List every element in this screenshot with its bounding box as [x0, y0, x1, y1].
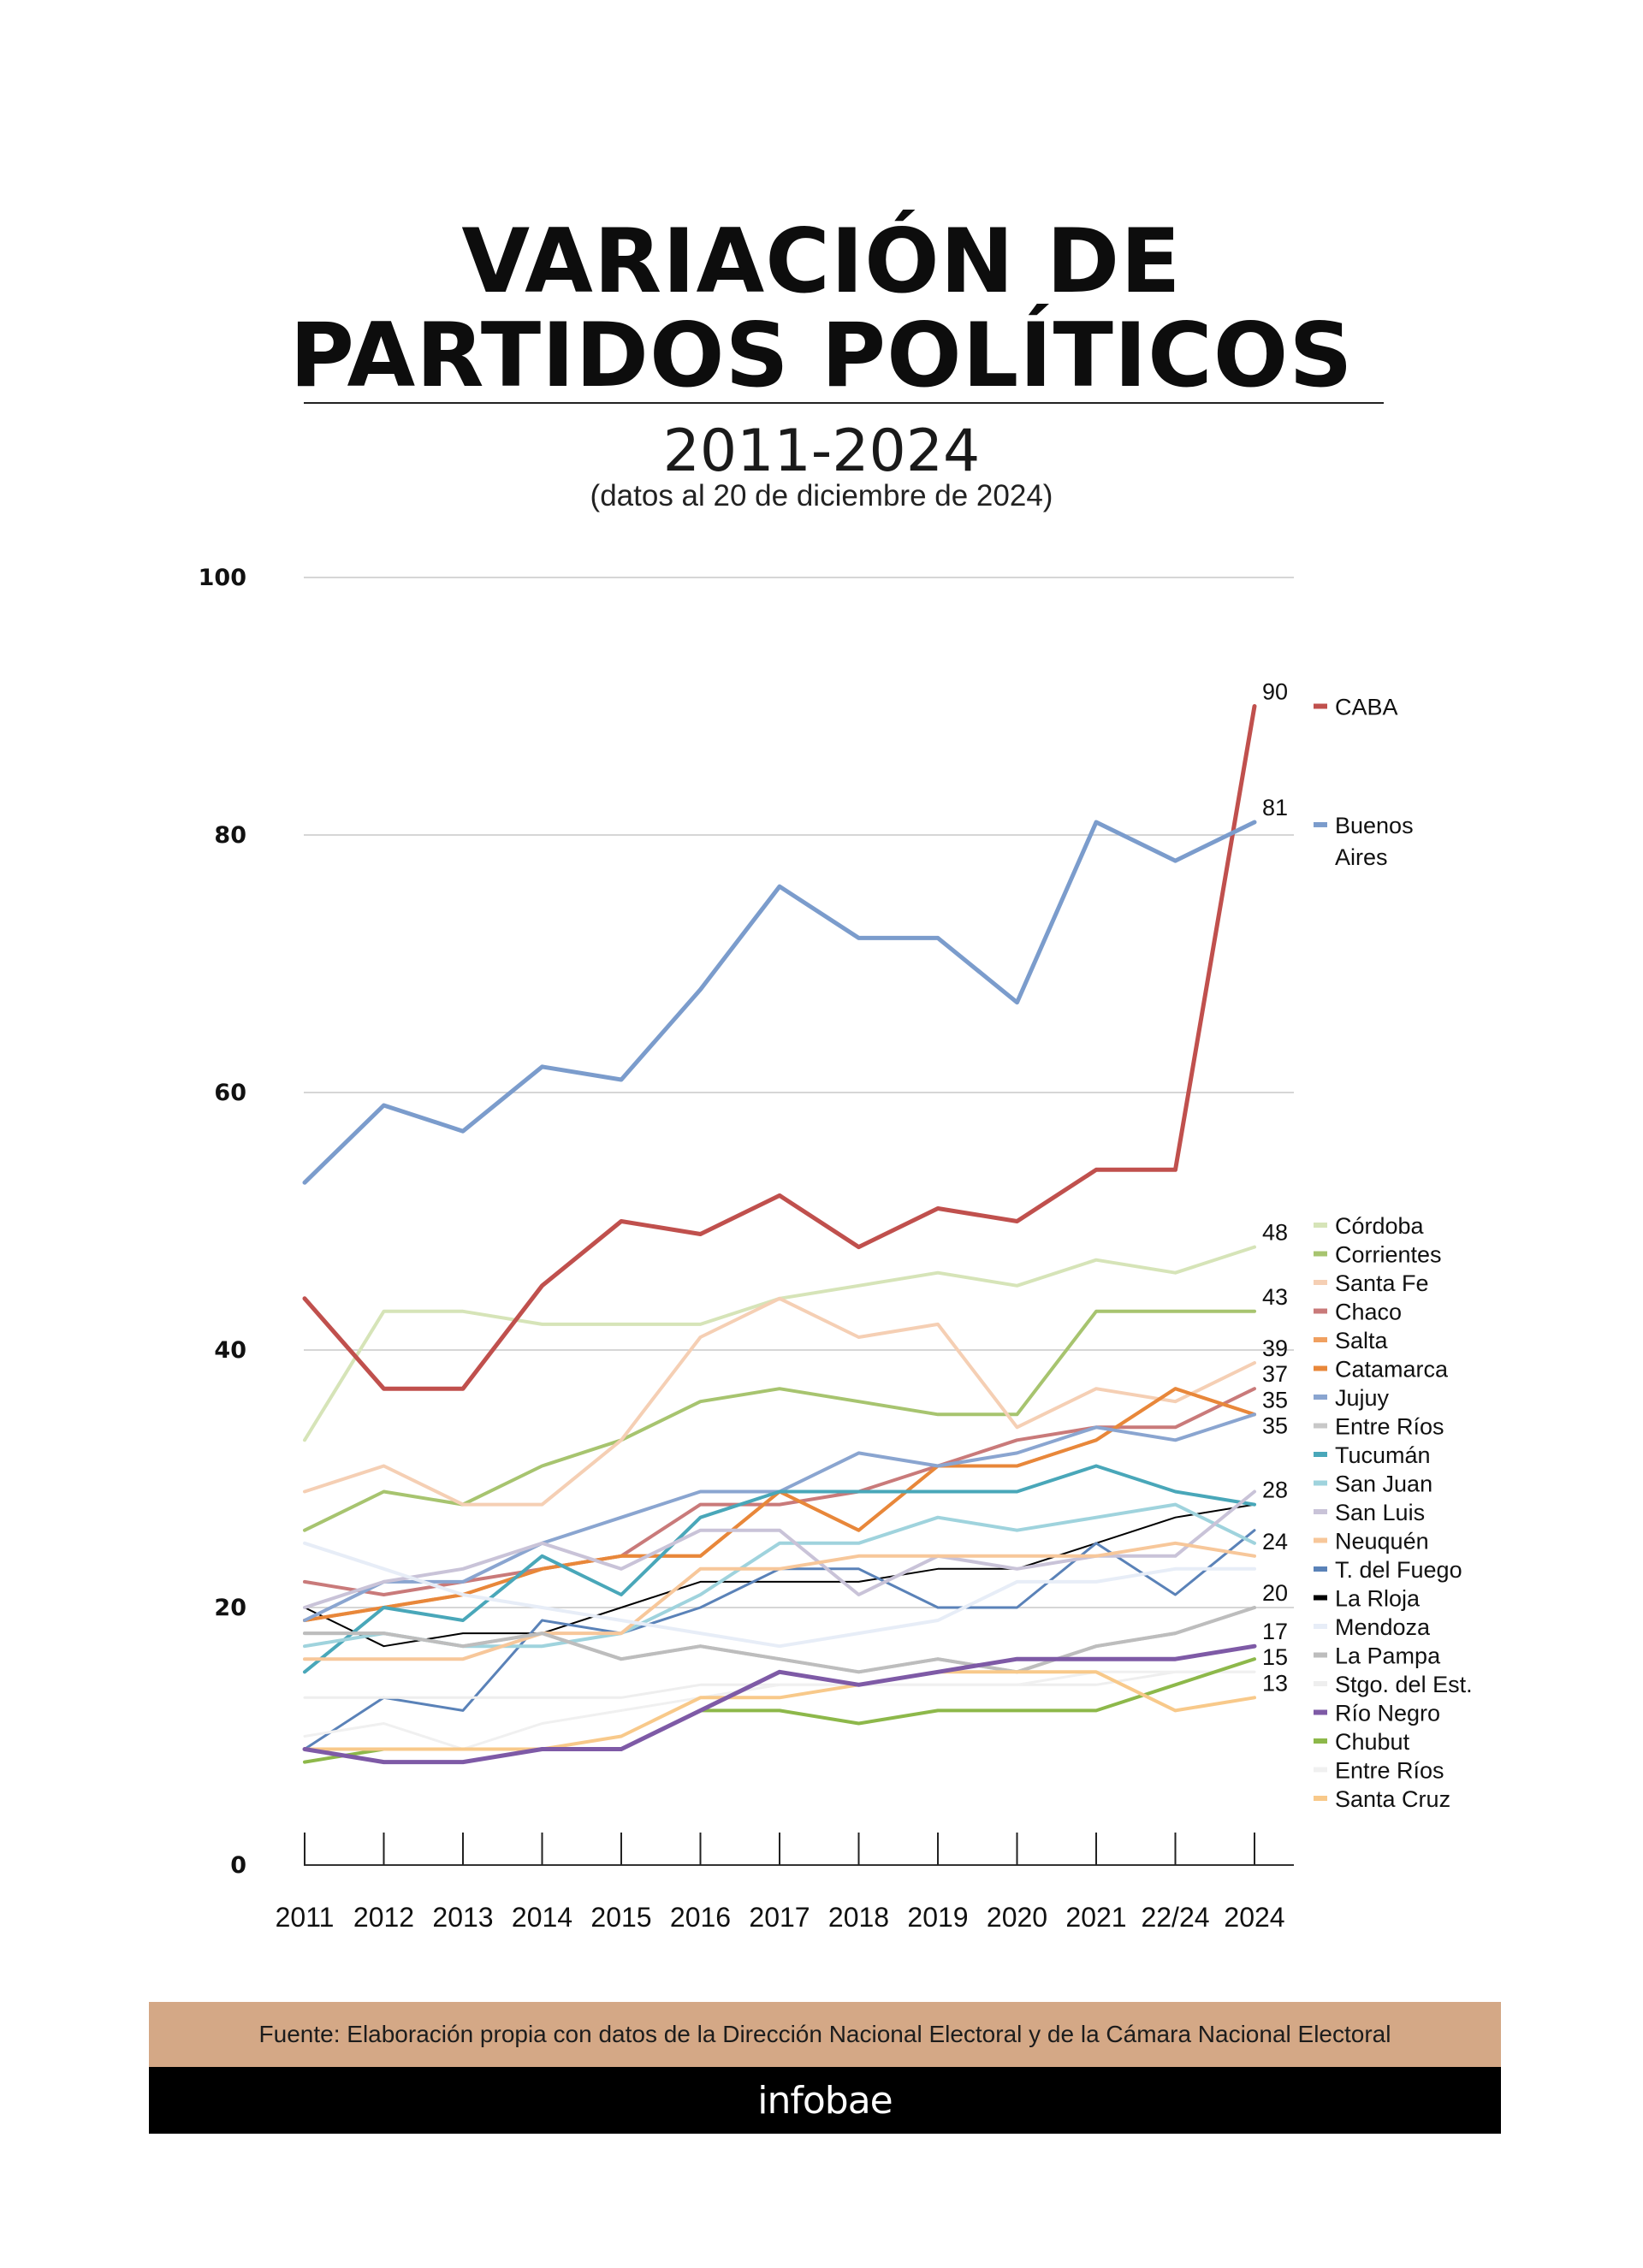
end-value-label: 43	[1262, 1284, 1288, 1310]
y-tick-label: 60	[214, 1080, 246, 1106]
brand-logo: infobae	[757, 2078, 893, 2123]
series-line-cordoba	[303, 1245, 1256, 1442]
legend-label-rio-negro: Río Negro	[1335, 1701, 1440, 1726]
legend-label-la-pampa: La Pampa	[1335, 1643, 1441, 1669]
end-value-label: 39	[1262, 1335, 1288, 1361]
legend-label-chubut: Chubut	[1335, 1729, 1410, 1755]
series-line-t-del-fuego	[303, 1529, 1256, 1750]
x-tick-label: 2014	[512, 1902, 572, 1933]
legend-label-santa-fe: Santa Fe	[1335, 1270, 1429, 1296]
gridlines	[304, 577, 1294, 1866]
series-line-tucuman	[303, 1464, 1256, 1674]
legend-label-san-juan: San Juan	[1335, 1472, 1432, 1497]
end-value-label: 90	[1262, 679, 1288, 705]
legend-label-catamarca: Catamarca	[1335, 1357, 1449, 1383]
end-value-label: 28	[1262, 1477, 1288, 1503]
legend-label-entre-rios: Entre Ríos	[1335, 1758, 1444, 1784]
end-value-label: 20	[1262, 1580, 1288, 1606]
x-tick-label: 22/24	[1141, 1902, 1209, 1933]
end-value-label: 37	[1262, 1361, 1288, 1387]
end-value-label: 35	[1262, 1412, 1288, 1438]
x-tick-label: 2019	[907, 1902, 968, 1933]
x-tick-label: 2017	[749, 1902, 810, 1933]
legend-label-cordoba: Córdoba	[1335, 1213, 1425, 1239]
series-lines	[302, 704, 1257, 1765]
x-tick-label: 2018	[828, 1902, 889, 1933]
y-tick-label: 40	[214, 1337, 246, 1364]
legend-label-jujuy: Jujuy	[1335, 1385, 1390, 1411]
series-line-rio-negro	[302, 1643, 1257, 1765]
legend-label-stgo-del-est: Stgo. del Est.	[1335, 1672, 1473, 1697]
end-value-label: 15	[1262, 1644, 1288, 1670]
legend-label-neuquen: Neuquén	[1335, 1529, 1429, 1554]
legend-label-corrientes: Corrientes	[1335, 1242, 1442, 1268]
x-tick-label: 2020	[987, 1902, 1047, 1933]
legend-label-san-luis: San Luis	[1335, 1500, 1425, 1525]
series-line-neuquen	[303, 1541, 1256, 1661]
x-tick-label: 2012	[353, 1902, 414, 1933]
series-line-caba	[302, 704, 1257, 1391]
y-tick-label: 100	[199, 565, 246, 591]
legend-label-la-rloja: La Rloja	[1335, 1586, 1421, 1612]
source-bar: Fuente: Elaboración propia con datos de …	[149, 2002, 1501, 2067]
legend-label-salta: Salta	[1335, 1328, 1389, 1353]
series-line-buenos-aires	[302, 820, 1257, 1185]
series-line-san-juan	[303, 1502, 1256, 1649]
legend-label-buenos-aires: Aires	[1335, 844, 1388, 870]
end-value-label: 17	[1262, 1619, 1288, 1644]
legend-label-t-del-fuego: T. del Fuego	[1335, 1557, 1462, 1583]
y-tick-label: 80	[214, 822, 246, 849]
end-value-label: 48	[1262, 1220, 1288, 1246]
x-tick-label: 2021	[1065, 1902, 1126, 1933]
end-value-label: 35	[1262, 1387, 1288, 1412]
x-tick-label: 2024	[1224, 1902, 1284, 1933]
chart-title-line-2: PARTIDOS POLÍTICOS	[289, 305, 1354, 407]
y-tick-label: 20	[214, 1595, 246, 1621]
legend-label-buenos-aires: Buenos	[1335, 813, 1414, 838]
legend-label-mendoza: Mendoza	[1335, 1614, 1431, 1640]
legend-label-santa-cruz: Santa Cruz	[1335, 1786, 1450, 1812]
chart-subtitle: 2011-2024	[662, 417, 981, 485]
series-line-la-pampa	[303, 1606, 1256, 1674]
brand-bar: infobae	[149, 2067, 1501, 2134]
series-line-santa-cruz	[303, 1670, 1256, 1751]
legend-label-caba: CABA	[1335, 695, 1398, 720]
title-divider	[304, 402, 1384, 404]
source-text: Fuente: Elaboración propia con datos de …	[258, 2021, 1391, 2047]
legend-label-entre-rios: Entre Ríos	[1335, 1414, 1444, 1440]
x-tick-label: 2011	[276, 1902, 335, 1933]
series-line-mendoza	[303, 1541, 1256, 1649]
chart-title-line-1: VARIACIÓN DE	[461, 210, 1182, 313]
series-line-chubut	[303, 1657, 1256, 1764]
y-tick-label: 0	[230, 1852, 246, 1879]
x-tick-label: 2016	[670, 1902, 731, 1933]
end-value-label: 24	[1262, 1529, 1288, 1554]
series-line-la-rloja	[304, 1503, 1255, 1648]
x-tick-label: 2015	[590, 1902, 651, 1933]
legend-label-tucuman: Tucumán	[1335, 1442, 1431, 1468]
end-value-label: 81	[1262, 795, 1288, 820]
legend-label-chaco: Chaco	[1335, 1300, 1402, 1325]
x-tick-label: 2013	[432, 1902, 493, 1933]
end-value-label: 13	[1262, 1670, 1288, 1696]
chart-data-note: (datos al 20 de diciembre de 2024)	[590, 479, 1053, 512]
series-line-santa-fe	[303, 1296, 1256, 1507]
